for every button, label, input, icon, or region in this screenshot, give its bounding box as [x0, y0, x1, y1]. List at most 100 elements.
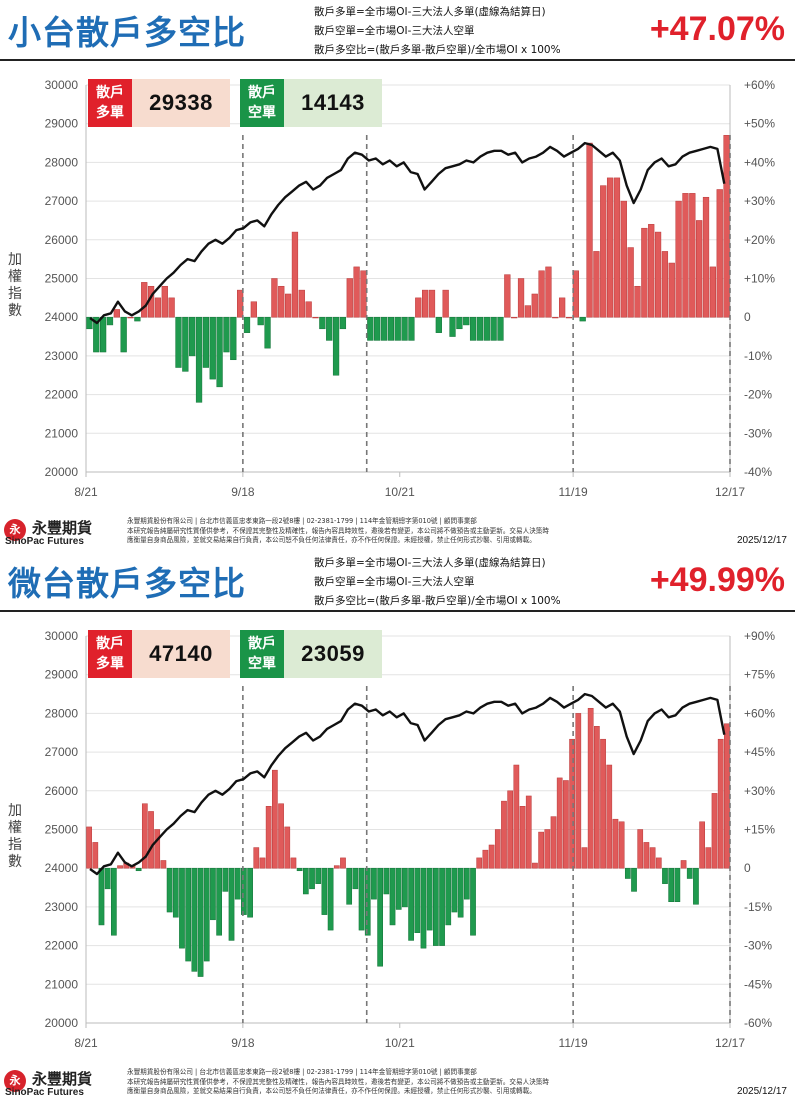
bar — [380, 316, 388, 341]
bar — [216, 867, 222, 936]
bar — [259, 857, 266, 869]
definitions: 散戶多單=全市場OI-三大法人多單(虛線為結算日) 散戶空單=全市場OI-三大法… — [314, 3, 561, 60]
bar — [161, 285, 168, 318]
y2-tick-label: 0 — [744, 310, 751, 324]
bar — [680, 860, 687, 869]
disclaimer-line: 應衡量自身商品風險，並就交易結果自行負責，本公司恕不負任何法律責任，亦不作任何保… — [127, 536, 536, 545]
y-tick-label: 20000 — [45, 465, 79, 479]
bar — [469, 316, 477, 341]
retail-short-value: 14143 — [284, 79, 382, 127]
bar — [250, 301, 257, 318]
bar — [222, 867, 229, 892]
bar — [463, 316, 470, 326]
bar — [346, 278, 353, 318]
bar — [565, 316, 573, 319]
bar — [197, 867, 204, 977]
bar — [346, 867, 353, 905]
y2-tick-label: +30% — [744, 194, 775, 208]
bar — [352, 867, 359, 890]
bar — [93, 316, 100, 353]
bar — [216, 316, 223, 388]
retail-long-value: 29338 — [132, 79, 230, 127]
y2-tick-label: +90% — [744, 629, 775, 643]
bar — [179, 867, 185, 949]
bar — [556, 777, 563, 869]
bar — [374, 316, 381, 341]
bar — [457, 867, 464, 918]
bar — [127, 316, 134, 319]
bar — [504, 274, 511, 318]
bar — [257, 316, 264, 326]
bar — [497, 316, 504, 341]
y2-tick-label: -45% — [744, 977, 772, 991]
y2-tick-label: +20% — [744, 233, 775, 247]
bar — [637, 829, 644, 869]
bar — [717, 738, 724, 869]
definition-line: 散戶多單=全市場OI-三大法人多單(虛線為結算日) — [314, 6, 546, 18]
bar — [387, 316, 394, 341]
bar — [575, 713, 582, 869]
bar — [339, 316, 347, 330]
bar — [265, 806, 272, 869]
bar — [587, 707, 594, 869]
disclaimer-line: 永豐期貨股份有限公司 | 台北市信義區忠孝東路一段2號8樓 | 02-2381-… — [127, 517, 477, 525]
bar — [613, 177, 621, 318]
bar — [482, 849, 489, 869]
bar — [312, 316, 319, 319]
bar — [501, 800, 507, 869]
definition-line: 散戶多空比=(散戶多單-散戶空單)/全市場OI x 100% — [314, 595, 561, 607]
bar — [483, 316, 490, 341]
brand-name-en: SinoPac Futures — [5, 536, 84, 547]
y2-tick-label: -60% — [744, 1016, 772, 1030]
bar — [724, 723, 730, 869]
bar — [511, 316, 518, 319]
disclaimer-line: 永豐期貨股份有限公司 | 台北市信義區忠孝東路一段2號8樓 | 02-2381-… — [127, 1068, 477, 1076]
bar — [627, 247, 634, 318]
y2-tick-label: -20% — [744, 388, 772, 402]
y-tick-label: 25000 — [45, 272, 79, 286]
y-tick-label: 29000 — [45, 668, 79, 682]
bar — [648, 224, 655, 318]
bar — [519, 806, 526, 869]
bar — [668, 262, 675, 318]
bar — [476, 857, 483, 869]
bar — [326, 316, 333, 341]
y-tick-label: 27000 — [45, 745, 79, 759]
bar — [284, 826, 291, 869]
y2-tick-label: -30% — [744, 939, 772, 953]
bar — [531, 293, 538, 318]
bar — [371, 867, 377, 900]
bar — [563, 780, 569, 869]
bar — [284, 293, 292, 318]
bar — [166, 867, 173, 913]
panel-micro-taiex: 微台散戶多空比 散戶多單=全市場OI-三大法人多單(虛線為結算日) 散戶空單=全… — [0, 551, 795, 1102]
y2-tick-label: +10% — [744, 272, 775, 286]
bar — [106, 316, 114, 326]
y-tick-label: 24000 — [45, 310, 79, 324]
footer: 永 永豐期貨 SinoPac Futures 永豐期貨股份有限公司 | 台北市信… — [0, 1065, 795, 1102]
bar — [631, 867, 637, 892]
bar — [606, 764, 613, 869]
bar — [195, 316, 203, 403]
y-tick-label: 22000 — [45, 388, 79, 402]
definition-line: 散戶多空比=(散戶多單-散戶空單)/全市場OI x 100% — [314, 44, 561, 56]
y-tick-label: 28000 — [45, 155, 79, 169]
bar — [517, 278, 525, 318]
x-tick-label: 8/21 — [74, 485, 98, 499]
bar — [185, 867, 192, 962]
brand-name-cn: 永豐期貨 — [32, 519, 93, 537]
disclaimer-line: 應衡量自身商品風險，並就交易結果自行負責，本公司恕不負任何法律責任，亦不作任何保… — [127, 1087, 536, 1096]
bar — [92, 842, 99, 869]
bar — [264, 316, 271, 349]
y2-tick-label: +60% — [744, 78, 775, 92]
bar — [332, 316, 340, 376]
x-tick-label: 10/21 — [385, 485, 415, 499]
y2-tick-label: +50% — [744, 117, 775, 131]
y-tick-label: 30000 — [45, 629, 79, 643]
y2-tick-label: +15% — [744, 823, 775, 837]
y2-tick-label: -40% — [744, 465, 772, 479]
bar — [333, 865, 340, 869]
bar — [111, 867, 117, 936]
bar — [709, 266, 716, 318]
bar — [340, 857, 346, 869]
